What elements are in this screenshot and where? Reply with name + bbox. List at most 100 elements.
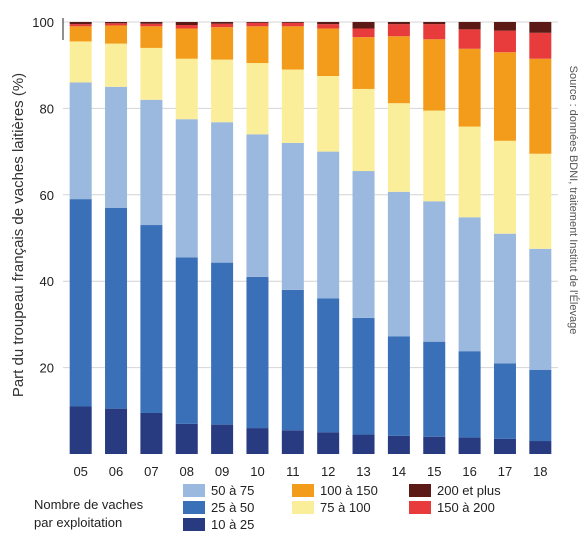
bar-segment-15-25-à-50: [423, 341, 446, 437]
bar-segment-06-75-à-100: [105, 43, 128, 87]
bar-segment-13-100-à-150: [352, 37, 375, 89]
bar-segment-14-10-à-25: [387, 435, 410, 454]
x-tick-18: 18: [533, 464, 547, 479]
x-tick-10: 10: [250, 464, 264, 479]
legend-swatch-75-à-100: [292, 501, 314, 514]
bar-segment-11-100-à-150: [281, 26, 304, 70]
bar-segment-06-25-à-50: [105, 207, 128, 409]
y-tick-80: 80: [40, 101, 54, 116]
bar-segment-13-75-à-100: [352, 88, 375, 172]
bar-segment-12-150-à-200: [317, 24, 340, 29]
bar-segment-08-100-à-150: [175, 28, 198, 59]
bar-segment-09-25-à-50: [211, 262, 234, 425]
bar-segment-12-100-à-150: [317, 28, 340, 76]
legend-swatch-25-à-50: [183, 501, 205, 514]
bar-segment-12-75-à-100: [317, 76, 340, 152]
bar-segment-18-150-à-200: [529, 32, 552, 59]
legend-label-25-à-50: 25 à 50: [211, 500, 254, 515]
bar-segment-14-75-à-100: [387, 103, 410, 192]
bar-segment-13-200-et-plus: [352, 22, 375, 29]
bar-segment-18-75-à-100: [529, 153, 552, 249]
bar-segment-13-25-à-50: [352, 317, 375, 435]
y-axis-label: Part du troupeau français de vaches lait…: [10, 73, 27, 397]
legend-swatch-10-à-25: [183, 518, 205, 531]
legend-label-50-à-75: 50 à 75: [211, 483, 254, 498]
bar-segment-18-25-à-50: [529, 369, 552, 442]
legend-label-75-à-100: 75 à 100: [320, 500, 371, 515]
bar-segment-08-50-à-75: [175, 119, 198, 258]
bar-segment-18-50-à-75: [529, 248, 552, 370]
bar-segment-18-200-et-plus: [529, 22, 552, 33]
gridlines: [63, 21, 558, 369]
bar-segment-17-150-à-200: [493, 30, 516, 53]
x-tick-14: 14: [392, 464, 406, 479]
bar-segment-08-25-à-50: [175, 257, 198, 424]
bar-segment-14-150-à-200: [387, 24, 410, 37]
x-tick-09: 09: [215, 464, 229, 479]
bar-segment-09-200-et-plus: [211, 22, 234, 24]
y-tick-100: 100: [32, 15, 54, 30]
bar-segment-08-75-à-100: [175, 58, 198, 120]
x-tick-15: 15: [427, 464, 441, 479]
bar-segment-11-10-à-25: [281, 430, 304, 454]
bar-segment-05-25-à-50: [69, 199, 92, 407]
bar-segment-05-75-à-100: [69, 41, 92, 83]
bar-segment-11-25-à-50: [281, 289, 304, 431]
bar-segment-06-50-à-75: [105, 86, 128, 208]
legend-swatch-200-et-plus: [409, 484, 431, 497]
bar-segment-12-10-à-25: [317, 432, 340, 454]
bar-segment-05-200-et-plus: [69, 22, 92, 25]
x-tick-05: 05: [73, 464, 87, 479]
bar-segment-09-50-à-75: [211, 122, 234, 263]
bar-segment-10-10-à-25: [246, 428, 269, 454]
bar-segment-11-200-et-plus: [281, 22, 304, 23]
bar-segment-07-25-à-50: [140, 225, 163, 413]
bar-segment-10-25-à-50: [246, 276, 269, 429]
bar-segment-14-50-à-75: [387, 191, 410, 337]
bar-segment-16-25-à-50: [458, 351, 481, 438]
legend-label-150-à-200: 150 à 200: [437, 500, 495, 515]
bar-segment-07-75-à-100: [140, 47, 163, 100]
x-tick-13: 13: [356, 464, 370, 479]
bar-segment-08-150-à-200: [175, 25, 198, 29]
bar-segment-05-50-à-75: [69, 82, 92, 200]
bar-segment-12-50-à-75: [317, 151, 340, 299]
bar-segment-15-100-à-150: [423, 39, 446, 111]
bar-segment-07-150-à-200: [140, 23, 163, 27]
bar-segment-06-10-à-25: [105, 408, 128, 454]
bar-segment-11-50-à-75: [281, 142, 304, 290]
bar-segment-15-50-à-75: [423, 201, 446, 342]
bar-segment-17-25-à-50: [493, 363, 516, 439]
bar-segment-15-150-à-200: [423, 24, 446, 40]
legend-swatch-50-à-75: [183, 484, 205, 497]
bar-segment-16-50-à-75: [458, 217, 481, 352]
legend-swatch-100-à-150: [292, 484, 314, 497]
bar-segment-05-150-à-200: [69, 24, 92, 27]
bar-segment-13-10-à-25: [352, 434, 375, 454]
legend-label-200-et-plus: 200 et plus: [437, 483, 501, 498]
bar-segment-13-50-à-75: [352, 171, 375, 318]
legend-title-line1: Nombre de vaches: [34, 497, 144, 512]
bar-segment-07-50-à-75: [140, 99, 163, 226]
bar-segment-16-10-à-25: [458, 437, 481, 454]
bar-segment-09-10-à-25: [211, 424, 234, 454]
bar-segment-13-150-à-200: [352, 28, 375, 38]
bars-layer: [69, 22, 552, 454]
bar-segment-09-100-à-150: [211, 27, 234, 60]
bar-segment-18-100-à-150: [529, 58, 552, 154]
bar-segment-14-100-à-150: [387, 36, 410, 104]
bar-segment-12-200-et-plus: [317, 22, 340, 25]
bar-segment-16-100-à-150: [458, 48, 481, 127]
x-tick-11: 11: [286, 464, 300, 479]
bar-segment-07-10-à-25: [140, 412, 163, 454]
y-tick-60: 60: [40, 188, 54, 203]
bar-segment-17-200-et-plus: [493, 22, 516, 31]
bar-segment-15-10-à-25: [423, 436, 446, 454]
bar-segment-11-75-à-100: [281, 69, 304, 143]
bar-segment-10-75-à-100: [246, 63, 269, 135]
x-tick-07: 07: [144, 464, 158, 479]
bar-segment-15-200-et-plus: [423, 22, 446, 25]
bar-segment-08-10-à-25: [175, 423, 198, 454]
bar-segment-15-75-à-100: [423, 110, 446, 202]
